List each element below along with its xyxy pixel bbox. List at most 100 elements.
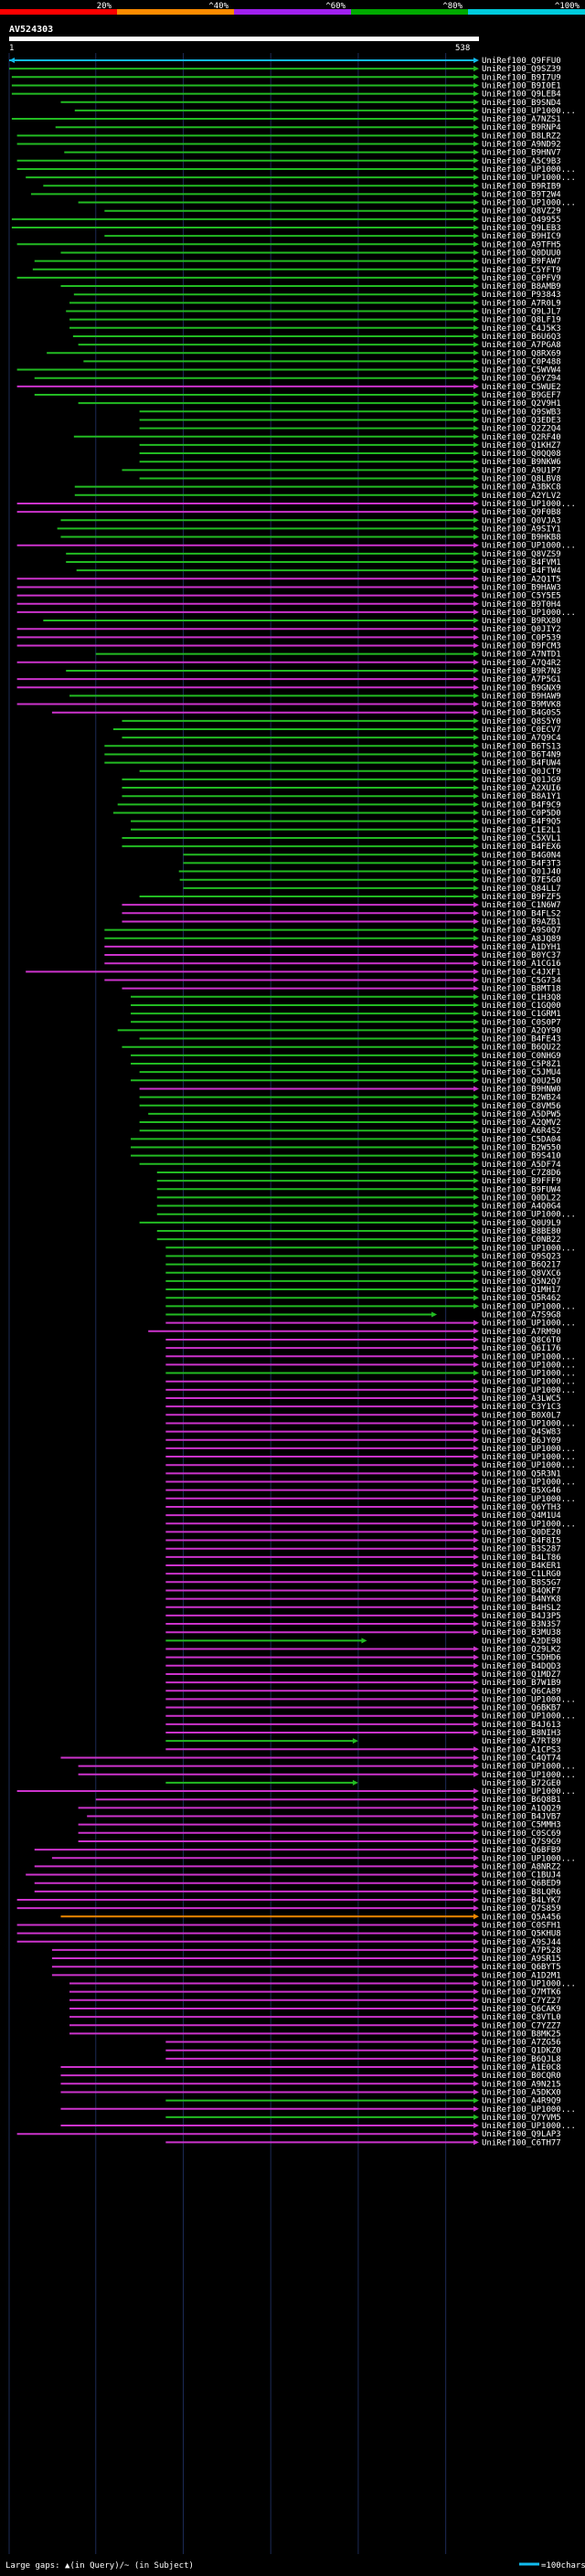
hit-label: UniRef100_A7S9G8 bbox=[482, 1311, 561, 1320]
hit-arrow bbox=[473, 116, 479, 122]
hit-label: UniRef100_B9RNP4 bbox=[482, 123, 561, 133]
hit-arrow bbox=[473, 810, 479, 816]
hit-arrow bbox=[473, 1721, 479, 1727]
hit-label: UniRef100_C1H3Q8 bbox=[482, 993, 561, 1002]
hit-arrow bbox=[473, 233, 479, 239]
hit-label: UniRef100_B8MK25 bbox=[482, 2030, 561, 2039]
hit-arrow bbox=[473, 567, 479, 574]
hit-arrow bbox=[473, 534, 479, 540]
hit-label: UniRef100_A2QMV2 bbox=[482, 1118, 561, 1128]
hit-label: UniRef100_B8LQR6 bbox=[482, 1888, 561, 1897]
scale-label: ^60% bbox=[325, 2, 346, 11]
hit-arrow bbox=[473, 1587, 479, 1594]
hit-arrow bbox=[473, 492, 479, 498]
hit-arrow bbox=[473, 1186, 479, 1193]
hit-label: UniRef100_Q0U9L9 bbox=[482, 1219, 561, 1228]
hit-arrow bbox=[473, 969, 479, 975]
hit-arrow bbox=[473, 985, 479, 991]
scale-segment bbox=[0, 9, 117, 15]
hit-arrow bbox=[473, 1880, 479, 1886]
hit-label: UniRef100_A7Q9C4 bbox=[482, 734, 561, 743]
hit-label: UniRef100_A4Q0G4 bbox=[482, 1203, 561, 1212]
hit-arrow bbox=[473, 1956, 479, 1962]
hit-arrow bbox=[473, 1571, 479, 1577]
hit-arrow bbox=[473, 1595, 479, 1602]
hit-arrow bbox=[473, 1997, 479, 2003]
hit-label: UniRef100_B4J3P5 bbox=[482, 1612, 561, 1621]
hit-label: UniRef100_C5JMU4 bbox=[482, 1068, 561, 1077]
hit-arrow bbox=[473, 1144, 479, 1150]
hit-label: UniRef100_UP1000... bbox=[482, 1211, 576, 1220]
hit-arrow bbox=[473, 1988, 479, 1995]
hit-label: UniRef100_Q6YZ94 bbox=[482, 375, 561, 384]
hit-label: UniRef100_Q2RF40 bbox=[482, 433, 561, 442]
hit-label: UniRef100_B4JVB7 bbox=[482, 1813, 561, 1822]
hit-label: UniRef100_Q1MDZ7 bbox=[482, 1670, 561, 1680]
hit-arrow bbox=[473, 2105, 479, 2112]
hit-label: UniRef100_B9HIC9 bbox=[482, 232, 561, 241]
hit-label: UniRef100_C0SC69 bbox=[482, 1829, 561, 1839]
hit-arrow bbox=[473, 1964, 479, 1970]
hit-arrow bbox=[473, 626, 479, 632]
scale-segment bbox=[351, 9, 468, 15]
hit-arrow bbox=[473, 408, 479, 415]
hit-label: UniRef100_Q0JIY2 bbox=[482, 625, 561, 634]
hit-label: UniRef100_B9RX80 bbox=[482, 617, 561, 626]
hit-arrow bbox=[473, 1604, 479, 1610]
hit-arrow bbox=[473, 1863, 479, 1870]
hit-arrow bbox=[473, 1629, 479, 1636]
hit-label: UniRef100_B9HNW0 bbox=[482, 1085, 561, 1094]
hit-label: UniRef100_Q01JG9 bbox=[482, 776, 561, 785]
hit-label: UniRef100_B4F8I5 bbox=[482, 1537, 561, 1546]
hit-label: UniRef100_B9RIB9 bbox=[482, 182, 561, 191]
hit-arrow bbox=[473, 483, 479, 490]
hit-arrow bbox=[473, 576, 479, 582]
footer-key-text: =100chars bbox=[541, 2561, 585, 2571]
hit-arrow bbox=[473, 1871, 479, 1878]
hit-arrow bbox=[473, 1771, 479, 1777]
hit-label: UniRef100_A6R4S2 bbox=[482, 1127, 561, 1136]
hit-arrow bbox=[473, 1897, 479, 1903]
hit-label: UniRef100_A1CPS3 bbox=[482, 1745, 561, 1754]
hit-label: UniRef100_Q0DL22 bbox=[482, 1193, 561, 1203]
hit-arrow bbox=[473, 99, 479, 105]
hit-label: UniRef100_C5DA04 bbox=[482, 1135, 561, 1144]
hit-arrow bbox=[473, 1855, 479, 1861]
hit-label: UniRef100_UP1000... bbox=[482, 1370, 576, 1379]
hit-label: UniRef100_C5XVL1 bbox=[482, 834, 561, 843]
hit-label: UniRef100_A7NZS1 bbox=[482, 115, 561, 124]
hit-arrow bbox=[473, 910, 479, 917]
hit-label: UniRef100_B4F3T3 bbox=[482, 859, 561, 868]
hit-arrow bbox=[473, 141, 479, 147]
hit-label: UniRef100_B4FEX6 bbox=[482, 843, 561, 852]
hit-arrow bbox=[473, 1336, 479, 1342]
hit-label: UniRef100_A5DPW5 bbox=[482, 1110, 561, 1119]
hit-arrow bbox=[473, 451, 479, 457]
hit-arrow bbox=[473, 1295, 479, 1301]
hit-label: UniRef100_B4G0N4 bbox=[482, 851, 561, 860]
hit-label: UniRef100_Q9F0B8 bbox=[482, 508, 561, 517]
hit-label: UniRef100_A7RM90 bbox=[482, 1328, 561, 1337]
hit-label: UniRef100_Q8RX69 bbox=[482, 349, 561, 358]
hit-label: UniRef100_Q7S9G9 bbox=[482, 1838, 561, 1847]
hit-arrow bbox=[473, 1261, 479, 1267]
hit-label: UniRef100_C0ECV7 bbox=[482, 726, 561, 735]
hit-label: UniRef100_B2WB24 bbox=[482, 1094, 561, 1103]
hit-label: UniRef100_A2DE98 bbox=[482, 1637, 561, 1646]
hit-arrow bbox=[473, 843, 479, 850]
hit-label: UniRef100_Q7MTK6 bbox=[482, 1988, 561, 1998]
hit-arrow bbox=[473, 2123, 479, 2129]
hit-label: UniRef100_B6QU22 bbox=[482, 1044, 561, 1053]
hit-arrow bbox=[473, 1680, 479, 1686]
hit-label: UniRef100_B8MT18 bbox=[482, 985, 561, 994]
hit-arrow bbox=[473, 500, 479, 506]
hit-label: UniRef100_B4J613 bbox=[482, 1721, 561, 1730]
scale-label: ^40% bbox=[208, 2, 229, 11]
hit-label: UniRef100_A9S0Q7 bbox=[482, 927, 561, 936]
hit-label: UniRef100_P93843 bbox=[482, 291, 561, 300]
hit-arrow bbox=[473, 659, 479, 665]
scale-segment bbox=[234, 9, 351, 15]
hit-label: UniRef100_B9I0E1 bbox=[482, 81, 561, 90]
hit-arrow bbox=[473, 207, 479, 214]
hit-arrow bbox=[473, 1119, 479, 1126]
